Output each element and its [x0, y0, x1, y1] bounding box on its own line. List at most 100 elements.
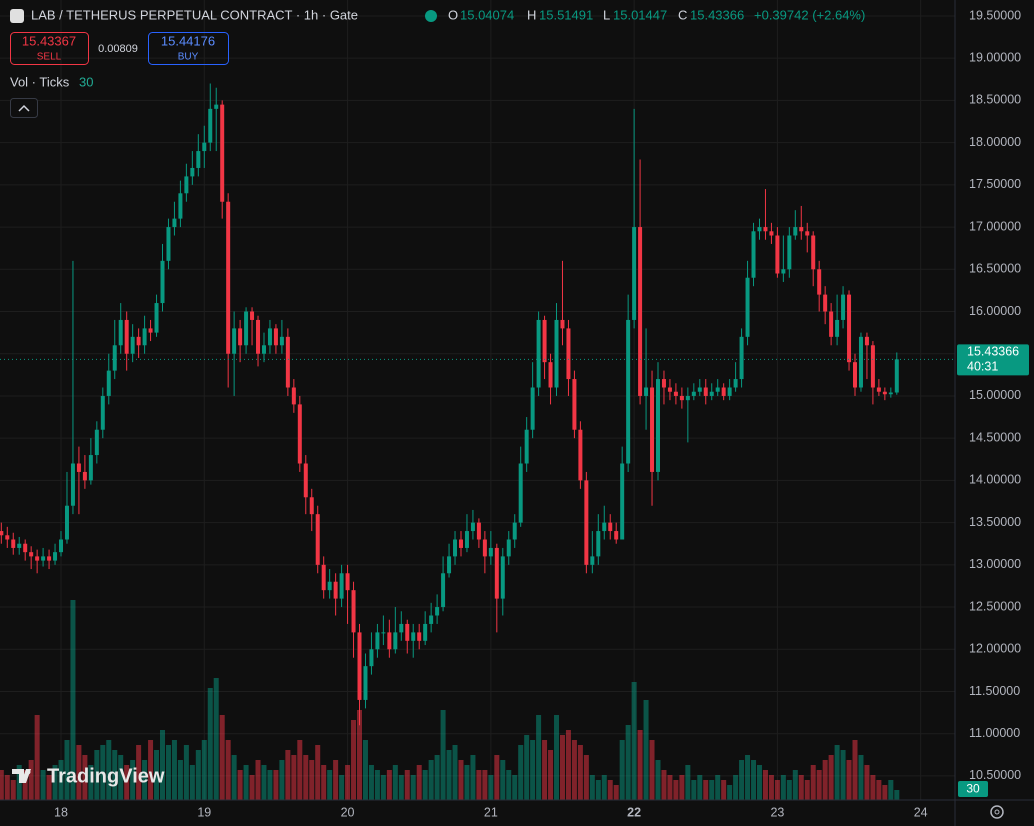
volume-bar: [428, 760, 434, 800]
volume-bar: [327, 770, 333, 800]
candle-body: [757, 227, 762, 232]
candle-body: [5, 535, 10, 540]
sell-price[interactable]: 15.43367: [22, 33, 76, 48]
settings-icon-center[interactable]: [994, 809, 1000, 815]
volume-bar: [136, 745, 142, 800]
volume-bar: [476, 770, 482, 800]
volume-bar: [691, 780, 697, 800]
volume-bar: [643, 700, 649, 800]
volume-bar: [249, 775, 255, 800]
candle-body: [512, 522, 517, 540]
volume-bar: [106, 740, 112, 800]
volume-bar: [828, 755, 834, 800]
candle-body: [644, 387, 649, 396]
candle-body: [805, 231, 810, 236]
volume-bar: [231, 755, 237, 800]
candle-body: [53, 552, 58, 561]
settings-icon[interactable]: [990, 805, 1004, 819]
volume-bar: [339, 775, 345, 800]
candle-body: [423, 623, 428, 641]
volume-bar: [548, 750, 554, 800]
candle-body: [787, 235, 792, 270]
volume-bar: [619, 740, 625, 800]
volume-bar: [255, 760, 261, 800]
y-tick-label: 10.50000: [969, 768, 1021, 782]
volume-bar: [864, 765, 870, 800]
settings-button[interactable]: [990, 805, 1004, 819]
volume-bar: [398, 775, 404, 800]
candle-body: [775, 235, 780, 274]
volume-bar: [559, 735, 565, 800]
candle-body: [124, 319, 129, 354]
volume-bar: [4, 775, 10, 800]
volume-bar: [309, 760, 315, 800]
volume-bar: [673, 780, 679, 800]
candles: [0, 83, 899, 726]
candle-body: [847, 294, 852, 363]
volume-bar: [601, 775, 607, 800]
volume-bar: [189, 765, 195, 800]
volume-bar: [631, 682, 637, 800]
market-status: [425, 10, 437, 22]
candle-body: [172, 218, 177, 228]
candle-body: [142, 328, 147, 346]
candle-body: [638, 227, 643, 396]
candle-body: [279, 336, 284, 346]
volume-bar: [756, 765, 762, 800]
volume-bar: [458, 760, 464, 800]
y-tick-label: 18.00000: [969, 135, 1021, 149]
candle-body: [214, 104, 219, 109]
sell-box[interactable]: [10, 32, 89, 65]
buy-button[interactable]: 15.44176 BUY: [148, 32, 229, 65]
buy-price[interactable]: 15.44176: [161, 33, 215, 48]
candle-body: [285, 336, 290, 388]
candle-body: [727, 387, 732, 396]
candle-body: [614, 531, 619, 540]
candle-body: [64, 505, 69, 540]
buy-box[interactable]: [148, 32, 229, 65]
candle-body: [148, 328, 153, 333]
candle-body: [548, 362, 553, 388]
volume-bar: [721, 780, 727, 800]
candle-body: [369, 649, 374, 667]
candle-body: [870, 345, 875, 388]
y-tick-label: 14.50000: [969, 430, 1021, 444]
candle-body: [29, 552, 34, 557]
collapse-button[interactable]: [10, 98, 38, 118]
volume-bar: [751, 760, 757, 800]
volume-bar: [165, 745, 171, 800]
candle-body: [685, 395, 690, 401]
volume-bar: [362, 740, 368, 800]
volume-bar: [745, 755, 751, 800]
candle-body: [244, 311, 249, 346]
volume-bar: [768, 775, 774, 800]
candle-body: [202, 142, 207, 152]
y-tick-label: 12.50000: [969, 599, 1021, 613]
candle-body: [309, 497, 314, 515]
candle-body: [232, 328, 237, 354]
close-value: 15.43366: [690, 7, 744, 22]
candle-body: [500, 556, 505, 599]
collapse-box[interactable]: [10, 98, 38, 118]
candle-body: [363, 666, 368, 700]
candle-body: [578, 429, 583, 481]
volume-bar: [595, 780, 601, 800]
candle-body: [458, 539, 463, 548]
sell-button[interactable]: 15.43367 SELL: [10, 32, 89, 65]
candle-body: [888, 392, 893, 395]
buy-label[interactable]: BUY: [178, 52, 199, 63]
volume-bar: [380, 775, 386, 800]
time-axis: 18 19 20 21 22 23 24: [54, 805, 928, 819]
volume-bar: [536, 715, 542, 800]
collapse-icon[interactable]: [18, 104, 30, 112]
candle-body: [745, 277, 750, 337]
volume-bar: [774, 780, 780, 800]
candle-body: [435, 607, 440, 616]
candle-body: [118, 319, 123, 346]
volume-bar: [303, 755, 309, 800]
volume-bar: [888, 780, 894, 800]
volume-bar: [709, 780, 715, 800]
volume-bar: [780, 775, 786, 800]
sell-label[interactable]: SELL: [37, 52, 62, 63]
